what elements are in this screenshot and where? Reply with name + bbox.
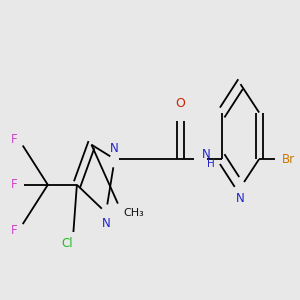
Text: Cl: Cl — [61, 237, 73, 250]
Text: F: F — [11, 224, 17, 237]
Text: F: F — [11, 133, 17, 146]
Text: CH₃: CH₃ — [123, 208, 144, 218]
Text: N: N — [202, 148, 211, 161]
Text: N: N — [110, 142, 119, 155]
Text: H: H — [207, 160, 215, 170]
Text: Br: Br — [282, 153, 295, 166]
Text: F: F — [11, 178, 17, 191]
Text: N: N — [102, 217, 110, 230]
Text: O: O — [175, 97, 185, 110]
Text: N: N — [236, 192, 245, 205]
